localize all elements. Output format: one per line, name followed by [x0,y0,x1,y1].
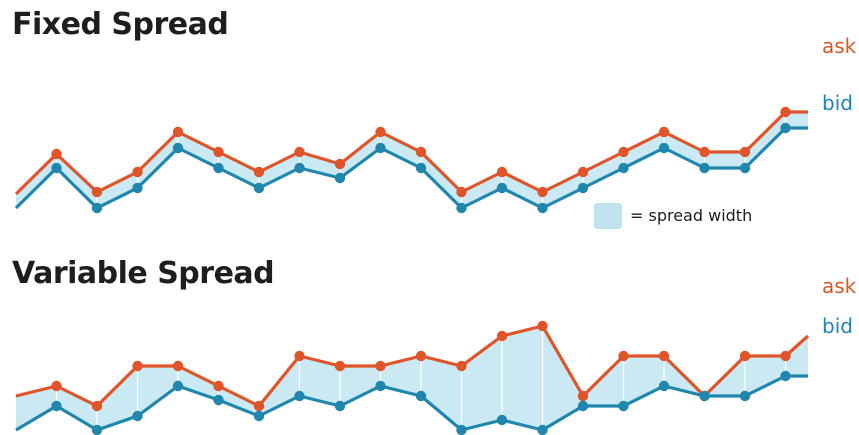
variable-ask-point [496,330,508,342]
variable-ask-point [132,360,143,372]
variable-ask-label: ask [822,274,857,298]
fixed-bid-point [699,162,710,174]
variable-bid-point [294,390,305,402]
fixed-ask-point [496,166,508,178]
fixed-ask-point [91,186,103,198]
variable-ask-point [172,360,184,372]
fixed-ask-point [456,186,467,198]
variable-bid-point [537,424,548,435]
fixed-bid-point [537,202,548,214]
variable-bid-point [577,400,589,412]
fixed-ask-point [213,146,224,158]
variable-bid-point [132,410,143,422]
fixed-bid-point [91,202,103,214]
variable-ask-point [51,380,62,392]
fixed-ask-point [699,146,710,158]
variable-bid-point [172,380,184,392]
fixed-ask-point [294,146,305,158]
variable-bid-point [375,380,386,392]
fixed-bid-point [132,182,143,194]
variable-bid-point [699,390,710,402]
fixed-ask-point [51,148,62,160]
variable-ask-point [618,350,629,362]
fixed-bid-label: bid [822,91,853,115]
fixed-ask-point [739,146,751,158]
variable-bid-point [780,370,791,382]
variable-spread-panel [15,320,810,435]
variable-ask-point [739,350,751,362]
fixed-ask-point [618,146,629,158]
variable-ask-point [456,360,467,372]
fixed-ask-point [537,186,548,198]
fixed-bid-point [51,162,62,174]
variable-bid-point [51,400,62,412]
variable-ask-point [91,400,103,412]
variable-bid-point [415,390,427,402]
variable-bid-point [658,380,670,392]
variable-bid-point [91,424,103,435]
variable-spread-area [16,326,808,430]
fixed-spread-panel [14,106,808,214]
variable-bid-point [496,414,508,426]
fixed-ask-point [415,146,427,158]
legend: = spread width [594,203,752,229]
legend-swatch [594,203,622,229]
fixed-bid-point [496,182,508,194]
fixed-bid-point [780,122,791,134]
fixed-ask-point [780,106,791,118]
fixed-ask-point [375,126,386,138]
variable-ask-point [375,360,386,372]
fixed-bid-point [658,142,670,154]
fixed-ask-point [132,166,143,178]
fixed-bid-point [334,172,346,184]
variable-ask-point [537,320,548,332]
fixed-ask-point [253,166,265,178]
variable-ask-point [415,350,427,362]
fixed-ask-label: ask [822,34,857,58]
fixed-bid-point [415,162,427,174]
legend-text: = spread width [630,206,752,225]
variable-ask-point [253,400,265,412]
variable-bid-point [739,390,751,402]
fixed-bid-point [577,182,589,194]
variable-ask-point [294,350,305,362]
fixed-ask-point [172,126,184,138]
fixed-bid-point [213,162,224,174]
fixed-spread-title: Fixed Spread [12,7,229,42]
fixed-bid-point [739,162,751,174]
variable-bid-point [618,400,629,412]
fixed-bid-point [618,162,629,174]
variable-ask-point [577,390,589,402]
variable-bid-point [213,394,224,406]
variable-ask-point [334,360,346,372]
fixed-spread-area [16,112,808,208]
fixed-ask-point [577,166,589,178]
variable-spread-title: Variable Spread [12,256,275,291]
fixed-bid-point [375,142,386,154]
fixed-bid-point [172,142,184,154]
variable-bid-label: bid [822,314,853,338]
fixed-bid-point [294,162,305,174]
fixed-ask-point [334,158,346,170]
variable-bid-point [334,400,346,412]
variable-ask-point [213,380,224,392]
fixed-ask-point [658,126,670,138]
variable-ask-point [780,350,791,362]
variable-ask-point [658,350,670,362]
fixed-bid-point [253,182,265,194]
fixed-bid-point [456,202,467,214]
variable-bid-point [456,424,467,435]
variable-bid-point [253,410,265,422]
